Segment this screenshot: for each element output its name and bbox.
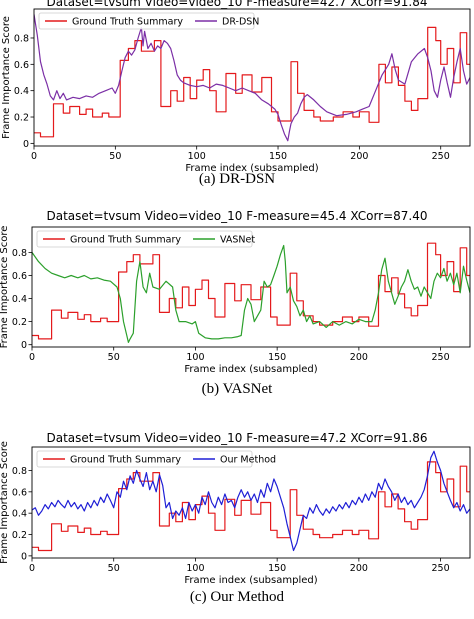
y-axis-label: Frame Importance Score [0,441,10,564]
y-tick-label: 0.2 [14,113,29,124]
x-tick-label: 50 [108,352,120,363]
legend-label-0: Ground Truth Summary [72,17,183,28]
y-tick-label: 0.6 [12,487,27,498]
legend-label-0: Ground Truth Summary [70,455,181,466]
legend: Ground Truth Summary DR-DSN [38,12,259,30]
series-line-1 [32,450,470,552]
plot-frame [31,446,471,559]
legend-box [38,12,255,30]
legend-box [36,450,253,468]
y-tick-label: 0.6 [14,60,29,71]
chart-title: Dataset=tvsum Video=video_10 F-measure=4… [46,0,428,9]
y-tick-label: 0.8 [12,248,27,259]
x-tick-label: 200 [350,563,368,574]
x-tick-label: 100 [188,151,206,162]
x-axis-label: Frame index (subsampled) [184,364,317,375]
legend-label-0: Ground Truth Summary [70,235,181,246]
x-tick-label: 100 [186,352,204,363]
y-axis-label: Frame Importance Score [0,226,10,349]
y-tick-label: 0.4 [12,294,27,305]
plot-frame [33,8,471,147]
series-line-0 [32,461,470,552]
figure-caption: (c) Our Method [189,589,285,605]
series-line-1 [34,14,470,142]
plot-frame [31,226,471,348]
y-tick-label: 0.4 [14,86,29,97]
y-tick-label: 0.8 [14,33,29,44]
series-line-0 [34,26,470,138]
chart-panel-our-method: Dataset=tvsum Video=video_10 F-measure=4… [0,411,474,619]
y-tick-label: 0.4 [12,509,27,520]
figure-caption: (b) VASNet [201,381,273,397]
x-tick-label: 0 [29,352,35,363]
x-axis-label: Frame index (subsampled) [185,163,318,174]
line-chart: 0 50 100 150 200 250 0 0.2 0.4 0.6 0.8 Frame index … [1,8,471,174]
x-tick-label: 250 [432,151,450,162]
x-tick-label: 250 [432,563,450,574]
chart-title: Dataset=tvsum Video=video_10 F-measure=4… [46,209,428,223]
line-chart: 0 50 100 150 200 250 0 0.2 0.4 0.6 0.8 Frame index … [0,441,471,586]
y-tick-label: 0.2 [12,317,27,328]
chart-panel-vasnet: Dataset=tvsum Video=video_10 F-measure=4… [0,205,474,411]
x-tick-label: 0 [29,563,35,574]
y-tick-label: 0.2 [12,530,27,541]
chart-panel-dr-dsn: Dataset=tvsum Video=video_10 F-measure=4… [0,0,474,205]
y-axis-label: Frame Importance Score [1,16,12,139]
y-tick-label: 0 [21,551,27,562]
x-tick-label: 50 [108,563,120,574]
x-tick-label: 0 [31,151,37,162]
y-tick-label: 0 [23,139,29,150]
legend-box [36,230,253,248]
y-tick-label: 0.8 [12,466,27,477]
legend-label-1: DR-DSN [222,17,259,28]
chart-title: Dataset=tvsum Video=video_10 F-measure=4… [46,431,428,445]
y-tick-label: 0 [21,340,27,351]
series-line-1 [32,244,470,343]
y-tick-label: 0.6 [12,271,27,282]
legend-label-1: VASNet [220,235,255,246]
series-line-0 [32,242,470,340]
x-tick-label: 250 [432,352,450,363]
x-axis-label: Frame index (subsampled) [184,575,317,586]
legend: Ground Truth Summary Our Method [36,450,276,468]
legend: Ground Truth Summary VASNet [36,230,255,248]
x-tick-label: 50 [109,151,121,162]
x-tick-label: 150 [269,151,287,162]
x-tick-label: 150 [268,563,286,574]
x-tick-label: 100 [186,563,204,574]
x-tick-label: 150 [268,352,286,363]
x-tick-label: 200 [350,352,368,363]
line-chart: 0 50 100 150 200 250 0 0.2 0.4 0.6 0.8 Frame index … [0,226,471,375]
figure-caption: (a) DR-DSN [198,171,276,187]
legend-label-1: Our Method [220,455,276,466]
x-tick-label: 200 [350,151,368,162]
